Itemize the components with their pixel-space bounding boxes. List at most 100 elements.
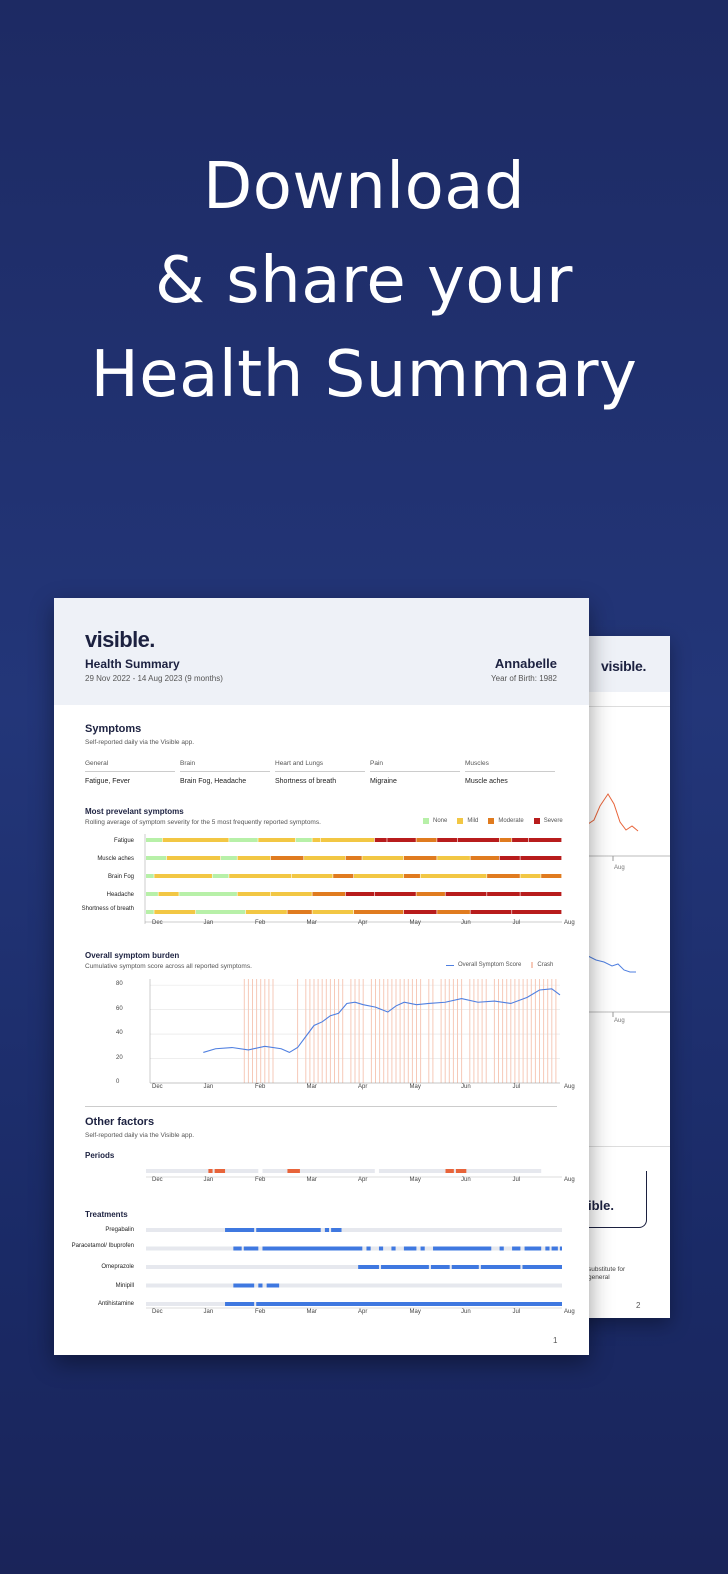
heatmap-row-label: Muscle aches <box>97 856 134 862</box>
heatmap-cell-4-3 <box>179 892 237 896</box>
heatmap-row-label: Shortness of breath <box>81 906 134 912</box>
symptoms-subtitle: Self-reported daily via the Visible app. <box>85 739 194 746</box>
heatmap-cell-1-10 <box>416 838 437 842</box>
legend-none: None <box>423 818 447 824</box>
x-tick-label-jun: Jun <box>461 1177 471 1183</box>
heatmap-cell-3-10 <box>487 874 520 878</box>
periods-chart <box>146 1169 562 1178</box>
treatment-bar-2-7 <box>403 1246 417 1251</box>
disclaimer-line-1: substitute for <box>588 1266 626 1273</box>
periods-title: Periods <box>85 1151 115 1160</box>
x-tick-label-feb: Feb <box>255 920 266 926</box>
x-tick-label-jan: Jan <box>203 920 214 926</box>
heatmap-cell-5-10 <box>470 910 512 914</box>
treatment-bar-2-13 <box>545 1246 550 1251</box>
heatmap-cell-4-8 <box>374 892 416 896</box>
heatmap-cell-1-1 <box>146 838 163 842</box>
heatmap-cell-1-14 <box>512 838 529 842</box>
visible-logo: visible. <box>85 627 155 652</box>
heatmap-cell-1-4 <box>258 838 296 842</box>
heatmap-cell-2-2 <box>166 856 221 860</box>
treatment-bar-1-1 <box>225 1228 255 1232</box>
heatmap-cell-5-8 <box>403 910 437 914</box>
x-tick-label-feb: Feb <box>255 1309 266 1315</box>
heatmap-cell-4-2 <box>158 892 179 896</box>
category-brain: Brain Brain Fog, Headache <box>180 760 270 785</box>
legend-swatch-mild <box>457 818 464 824</box>
legend-moderate: Moderate <box>488 818 524 824</box>
heatmap-row-label: Headache <box>106 892 134 898</box>
category-general: General Fatigue, Fever <box>85 760 175 785</box>
heatmap-cell-1-12 <box>458 838 499 842</box>
legend-swatch-moderate <box>488 818 495 824</box>
treatments-chart <box>146 1228 562 1309</box>
treatment-row-label: Antihistamine <box>97 1301 134 1307</box>
period-segment-3 <box>287 1169 300 1173</box>
x-tick-label-jun: Jun <box>461 1084 471 1090</box>
x-tick-label-jul: Jul <box>512 1177 521 1183</box>
x-tick-label-apr: Apr <box>358 920 368 926</box>
heatmap-cell-1-11 <box>437 838 458 842</box>
y-tick-label-40: 40 <box>116 1030 123 1037</box>
disclaimer-line-2: general <box>588 1274 610 1281</box>
page2-number: 2 <box>636 1301 641 1310</box>
heatmap-cell-2-10 <box>437 856 470 860</box>
x-tick-label-apr: Apr <box>358 1177 368 1183</box>
treatments-title: Treatments <box>85 1210 128 1219</box>
x-tick-label-aug: Aug <box>564 1177 575 1183</box>
x-tick-label-mar: Mar <box>306 920 317 926</box>
heatmap-cell-3-2 <box>154 874 212 878</box>
x-tick-label-dec: Dec <box>152 1309 163 1315</box>
treatment-track-1 <box>146 1228 562 1232</box>
heatmap-cell-3-6 <box>333 874 354 878</box>
treatment-bar-3-2 <box>381 1265 429 1269</box>
legend-crash: Crash <box>531 962 553 968</box>
treatment-track-3 <box>146 1265 562 1269</box>
heatmap-cell-1-15 <box>528 838 562 842</box>
legend-swatch-crash <box>531 962 534 968</box>
y-tick-label-20: 20 <box>116 1054 123 1061</box>
heatmap-cell-2-3 <box>220 856 237 860</box>
headline: Download & share your Health Summary <box>0 140 728 422</box>
treatment-bar-3-6 <box>522 1265 562 1269</box>
page1-number: 1 <box>553 1336 558 1345</box>
treatment-bar-2-14 <box>551 1246 558 1251</box>
heatmap-cell-3-9 <box>420 874 487 878</box>
heatmap-cell-4-5 <box>270 892 312 896</box>
summary-page-1: visible. Health Summary 29 Nov 2022 - 14… <box>54 598 589 1355</box>
heatmap-cell-1-2 <box>162 838 229 842</box>
treatment-bar-5-1 <box>225 1302 255 1306</box>
x-tick-label-aug: Aug <box>564 1309 575 1315</box>
x-tick-label-may: May <box>409 920 421 926</box>
x-tick-label-mar: Mar <box>306 1084 317 1090</box>
treatment-bar-4-3 <box>266 1283 280 1288</box>
heatmap-cell-2-12 <box>499 856 520 860</box>
y-tick-label-60: 60 <box>116 1005 123 1012</box>
treatment-bar-4-1 <box>233 1283 255 1288</box>
x-tick-label-aug: Aug <box>564 920 575 926</box>
x-tick-label-feb: Feb <box>255 1177 266 1183</box>
heatmap-cell-1-9 <box>387 838 416 842</box>
heatmap-cell-5-7 <box>354 910 404 914</box>
heatmap-cell-5-3 <box>195 910 246 914</box>
legend-swatch-score <box>446 964 454 966</box>
treatment-bar-3-4 <box>451 1265 479 1269</box>
treatment-bar-5-2 <box>256 1302 562 1306</box>
heatmap-cell-5-1 <box>146 910 154 914</box>
category-name: Pain <box>370 760 460 772</box>
treatment-bar-1-4 <box>331 1228 342 1232</box>
period-segment-5 <box>455 1169 467 1173</box>
category-value: Migraine <box>370 778 397 785</box>
legend-score: Overall Symptom Score <box>446 962 521 968</box>
heatmap-cell-2-6 <box>304 856 346 860</box>
treatment-bar-3-5 <box>480 1265 521 1269</box>
heatmap-cell-3-4 <box>229 874 291 878</box>
legend-mild: Mild <box>457 818 478 824</box>
heatmap-cell-1-7 <box>320 838 375 842</box>
page2-tick-aug: Aug <box>614 865 625 871</box>
treatment-bar-3-3 <box>430 1265 450 1269</box>
heatmap-cell-1-5 <box>295 838 312 842</box>
x-tick-label-jun: Jun <box>461 920 471 926</box>
x-tick-label-dec: Dec <box>152 1084 163 1090</box>
heatmap-cell-2-11 <box>470 856 499 860</box>
